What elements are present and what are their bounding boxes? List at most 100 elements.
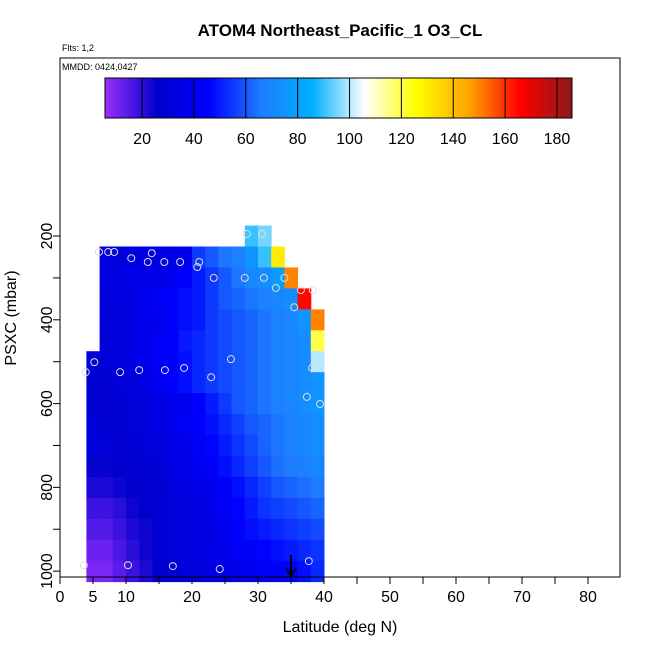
heat-cell <box>99 414 114 436</box>
colorbar-strip <box>387 78 391 118</box>
heat-cell <box>86 497 101 520</box>
heat-cell <box>112 476 127 499</box>
heat-cell <box>99 497 114 520</box>
x-tick-label: 0 <box>56 589 65 606</box>
heat-cell <box>231 351 246 373</box>
heat-cell <box>257 351 272 373</box>
colorbar-strip <box>289 78 293 118</box>
colorbar-strip <box>116 78 120 118</box>
heat-cell <box>139 476 153 499</box>
heat-cell <box>284 330 299 352</box>
heat-cell <box>86 393 101 415</box>
colorbar-strip <box>142 78 146 118</box>
colorbar-strip <box>359 78 363 118</box>
heat-cell <box>244 288 259 310</box>
heat-cell <box>284 539 299 562</box>
heat-cell <box>297 518 312 541</box>
colorbar-strip <box>441 78 444 118</box>
colorbar-tick-label: 60 <box>237 131 255 148</box>
heat-cell <box>191 414 206 436</box>
colorbar-strip <box>410 78 414 118</box>
sample-point <box>193 263 202 272</box>
heat-cell <box>310 372 325 394</box>
colorbar-strip <box>508 78 512 118</box>
heat-cell <box>86 518 101 541</box>
colorbar-strip <box>135 78 139 118</box>
colorbar-strip <box>228 78 232 118</box>
colorbar-strip <box>562 78 566 118</box>
heat-cell <box>112 539 127 562</box>
heat-cell <box>271 414 285 436</box>
x-tick-label: 80 <box>579 589 597 606</box>
x-tick-label: 70 <box>513 589 531 606</box>
colorbar-strip <box>275 78 279 118</box>
heat-cell <box>271 497 285 520</box>
heat-cell <box>112 497 127 520</box>
colorbar-strip <box>539 78 543 118</box>
colorbar-strip <box>567 78 571 118</box>
colorbar-strip <box>385 78 388 118</box>
sample-point <box>271 283 280 292</box>
colorbar-strip <box>226 78 230 118</box>
colorbar-strip <box>485 78 489 118</box>
heat-cell <box>191 518 206 541</box>
sample-point <box>207 373 216 382</box>
heat-cell <box>152 267 167 289</box>
colorbar-tick-label: 80 <box>289 131 307 148</box>
colorbar-strip <box>270 78 274 118</box>
heat-cell <box>191 434 206 457</box>
colorbar-strip <box>301 78 304 118</box>
colorbar-strip <box>172 78 176 118</box>
colorbar-strip <box>403 78 407 118</box>
colorbar-strip <box>322 78 325 118</box>
sample-point <box>209 273 218 282</box>
heat-cell <box>165 351 180 373</box>
heat-cell <box>297 476 312 499</box>
heat-cell <box>191 455 206 478</box>
heat-cell <box>112 372 127 394</box>
heat-cell <box>125 267 140 289</box>
colorbar-strip <box>105 78 108 118</box>
heat-cell <box>99 476 114 499</box>
colorbar-strip <box>380 78 384 118</box>
colorbar-strip <box>156 78 160 118</box>
heat-cell <box>244 539 259 562</box>
heat-cell <box>139 246 153 268</box>
heat-cell <box>125 518 140 541</box>
heat-cell <box>218 372 233 394</box>
heat-cell <box>257 497 272 520</box>
heat-cell <box>99 288 114 310</box>
colorbar-strip <box>534 78 538 118</box>
heat-cell <box>178 246 193 268</box>
heat-cell <box>86 434 101 457</box>
heat-cell <box>139 267 153 289</box>
colorbar-strip <box>319 78 323 118</box>
colorbar-strip <box>443 78 447 118</box>
colorbar-strip <box>368 78 372 118</box>
heat-cell <box>231 476 246 499</box>
colorbar-strip <box>280 78 283 118</box>
heat-cell <box>284 309 299 331</box>
heat-cell <box>86 372 101 394</box>
heat-cell <box>165 518 180 541</box>
colorbar-strip <box>126 78 129 118</box>
heat-cell <box>297 351 312 373</box>
colorbar-strip <box>382 78 386 118</box>
sample-point <box>308 363 317 372</box>
heat-cell <box>231 372 246 394</box>
heat-cell <box>244 414 259 436</box>
sample-point <box>304 557 313 566</box>
heat-cell <box>178 414 193 436</box>
colorbar-strip <box>424 78 428 118</box>
heat-cell <box>257 309 272 331</box>
heat-cell <box>205 434 219 457</box>
heat-cell <box>191 267 206 289</box>
x-tick-label: 10 <box>117 589 135 606</box>
colorbar-strip <box>333 78 337 118</box>
colorbar-strip <box>212 78 216 118</box>
x-tick-label: 40 <box>315 589 333 606</box>
sample-point <box>242 229 251 238</box>
colorbar-strip <box>245 78 248 118</box>
heat-cell <box>218 539 233 562</box>
colorbar-strip <box>331 78 335 118</box>
